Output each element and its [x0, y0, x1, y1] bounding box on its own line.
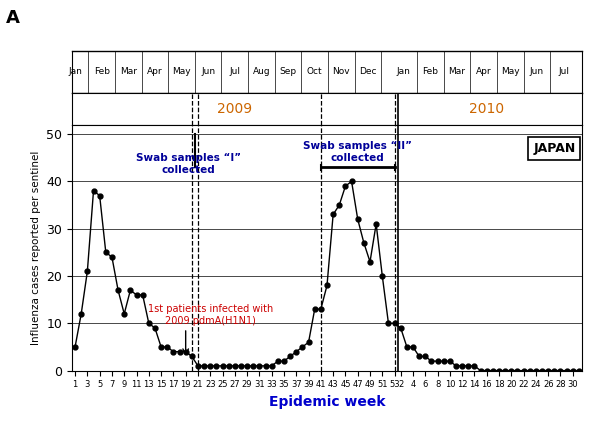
Text: Jun: Jun — [201, 67, 215, 76]
Text: Dec: Dec — [359, 67, 377, 76]
Text: Swab samples “II”
collected: Swab samples “II” collected — [303, 141, 412, 163]
Text: A: A — [6, 9, 20, 26]
Text: Jun: Jun — [530, 67, 544, 76]
Text: May: May — [172, 67, 191, 76]
Text: Feb: Feb — [94, 67, 110, 76]
Text: 1st patients infected with
2009 pdmA(H1N1): 1st patients infected with 2009 pdmA(H1N… — [148, 305, 273, 326]
Text: Oct: Oct — [307, 67, 323, 76]
Text: Jan: Jan — [397, 67, 411, 76]
Text: Sep: Sep — [280, 67, 296, 76]
Text: Jan: Jan — [68, 67, 82, 76]
Text: Feb: Feb — [422, 67, 439, 76]
Y-axis label: Influenza cases reported per sentinel: Influenza cases reported per sentinel — [31, 150, 41, 345]
Text: Nov: Nov — [332, 67, 350, 76]
Text: Jul: Jul — [229, 67, 241, 76]
Text: Mar: Mar — [449, 67, 466, 76]
Text: Mar: Mar — [120, 67, 137, 76]
Text: May: May — [501, 67, 520, 76]
Text: Apr: Apr — [147, 67, 163, 76]
Text: Swab samples “I”
collected: Swab samples “I” collected — [136, 153, 241, 175]
Text: Jul: Jul — [558, 67, 569, 76]
Text: Apr: Apr — [476, 67, 491, 76]
Text: JAPAN: JAPAN — [533, 142, 575, 155]
Text: Aug: Aug — [253, 67, 270, 76]
Text: 2009: 2009 — [217, 102, 253, 115]
Text: 2010: 2010 — [469, 102, 505, 115]
X-axis label: Epidemic week: Epidemic week — [269, 395, 385, 409]
